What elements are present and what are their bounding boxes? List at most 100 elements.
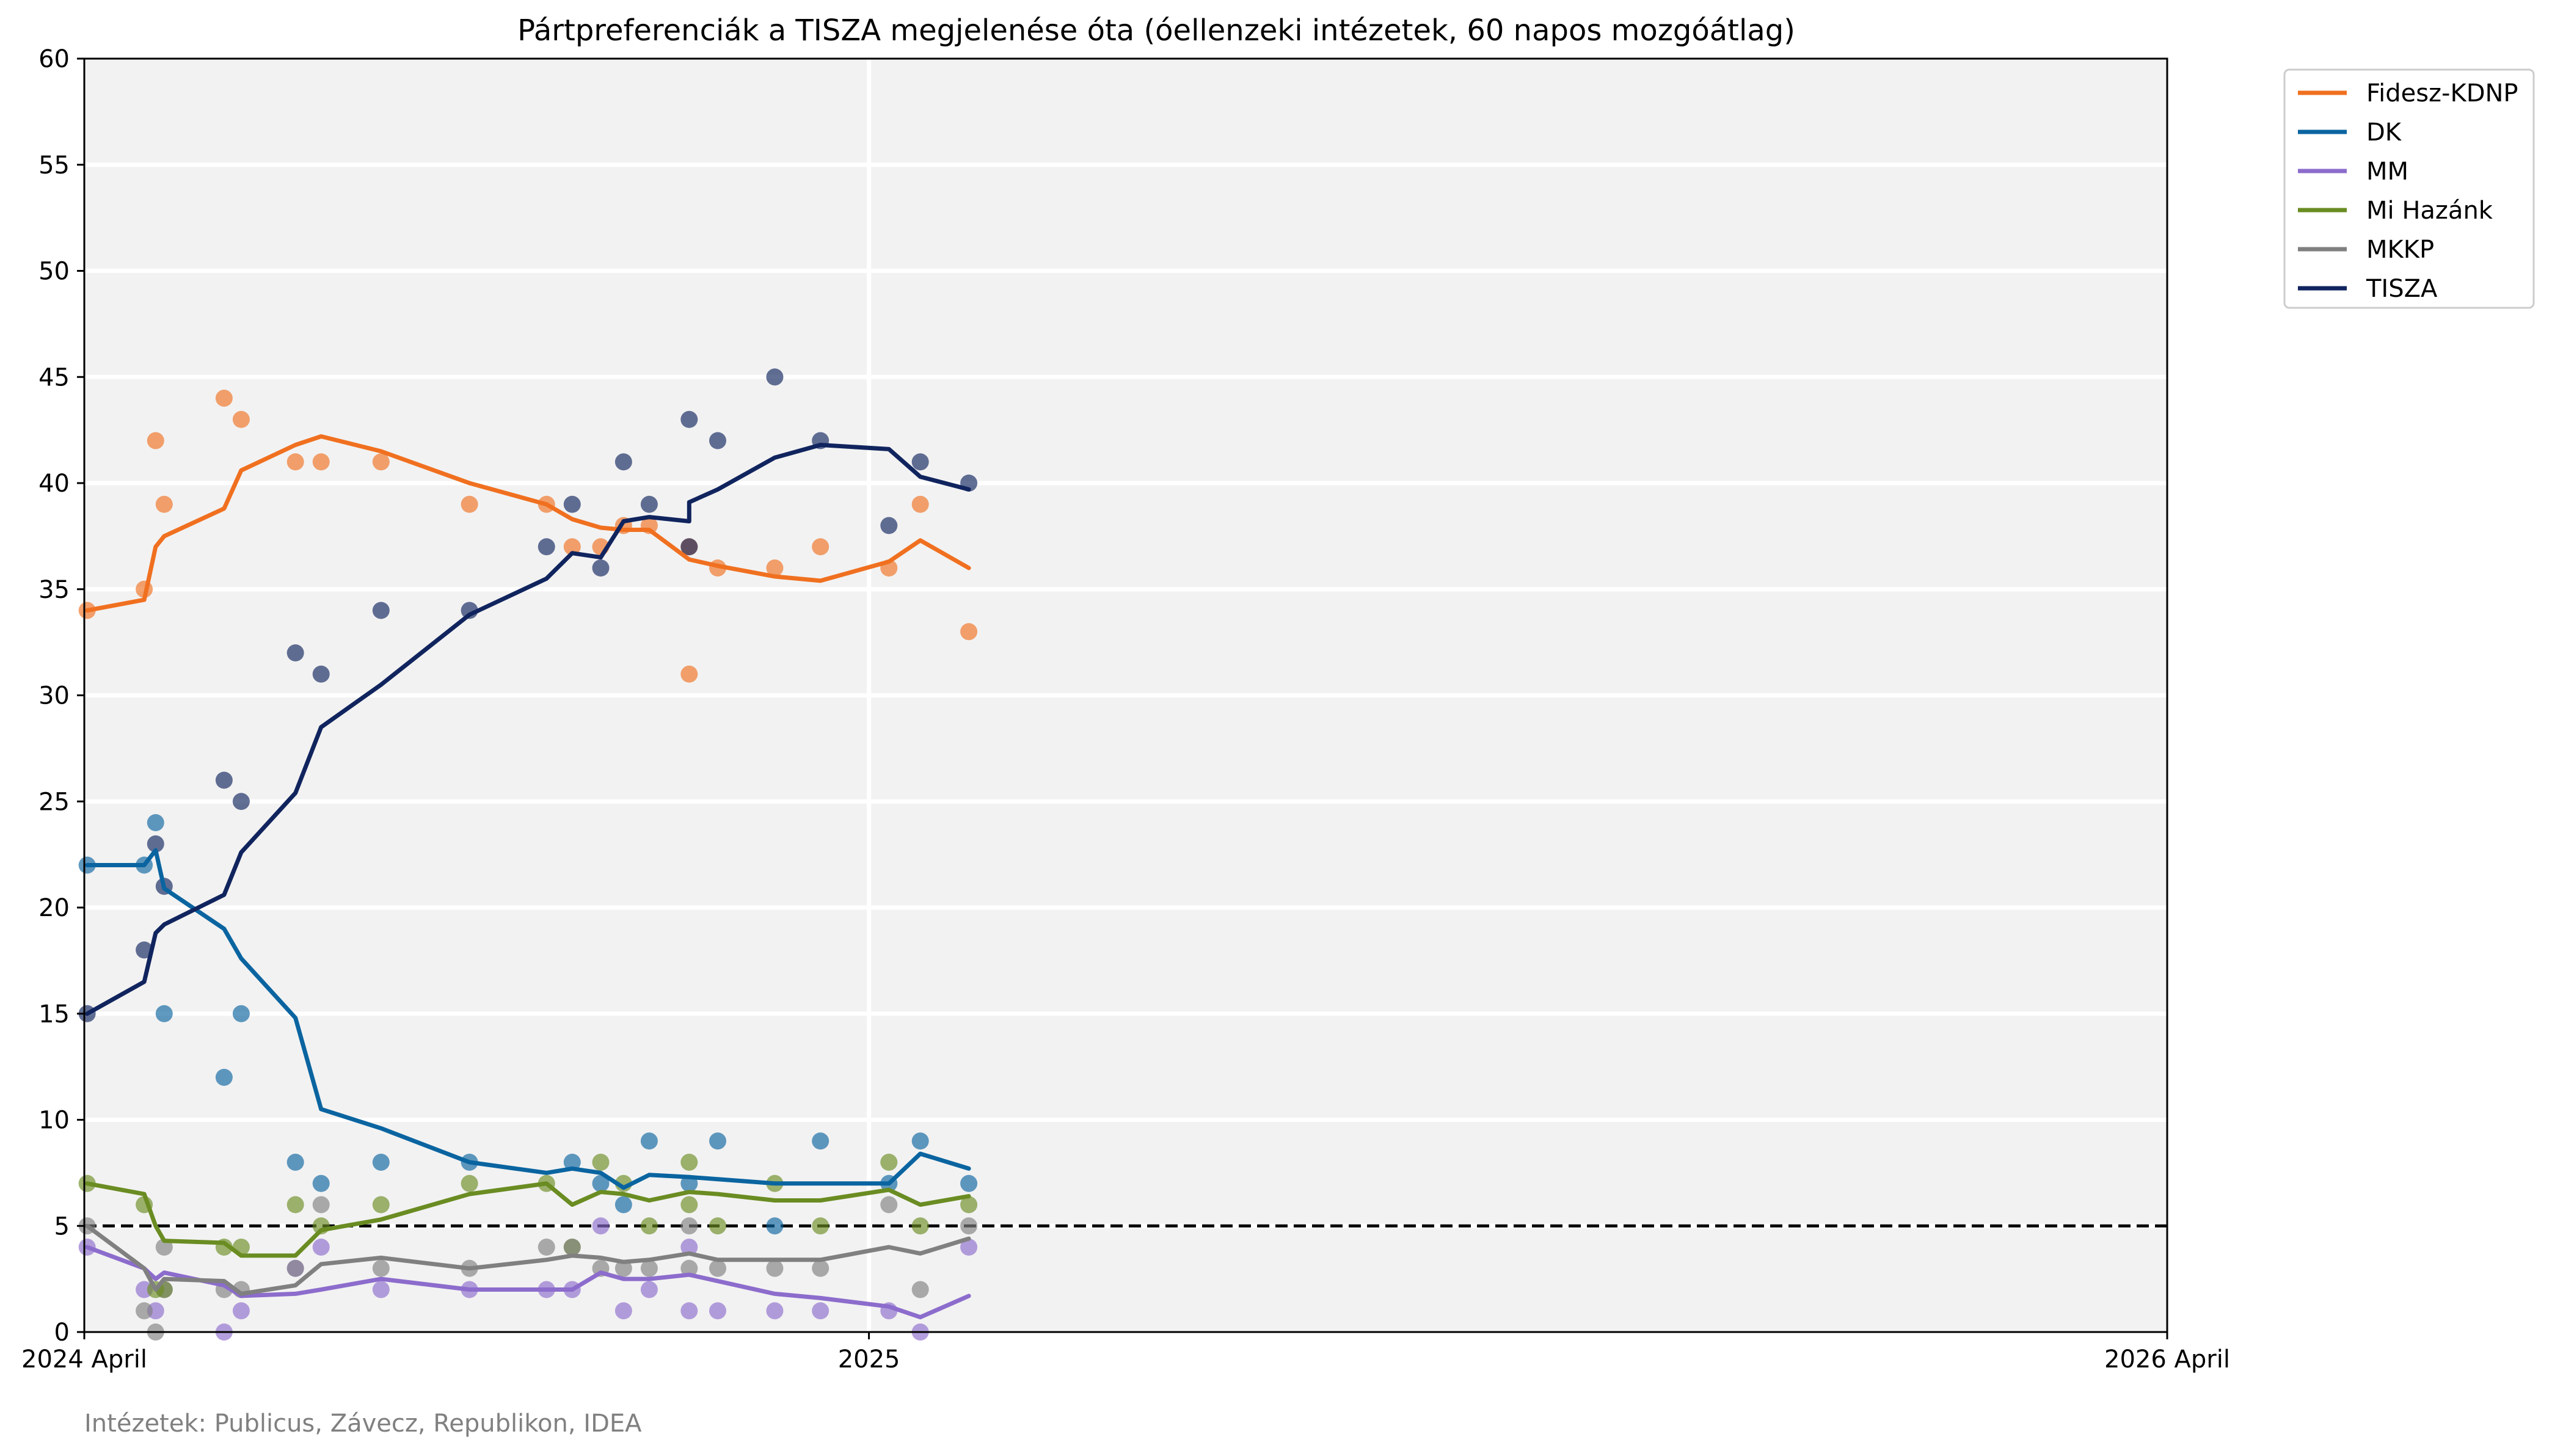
data-point-tisza: [911, 453, 929, 471]
data-point-mm: [312, 1239, 330, 1256]
data-point-mkkp: [812, 1259, 829, 1277]
data-point-dk: [215, 1069, 233, 1086]
data-point-tisza: [312, 665, 330, 683]
data-point-mkkp: [680, 1259, 698, 1277]
data-point-dk: [232, 1005, 250, 1022]
data-point-tisza: [766, 368, 784, 386]
data-point-dk: [766, 1217, 784, 1235]
data-point-dk: [614, 1196, 632, 1214]
data-point-mkkp: [538, 1239, 555, 1256]
data-point-mkkp: [312, 1196, 330, 1214]
data-point-mm: [680, 1302, 698, 1320]
data-point-dk: [147, 814, 164, 831]
series-line-tisza: [85, 443, 971, 1016]
data-point-mm: [372, 1281, 390, 1298]
data-point-tisza: [614, 453, 632, 471]
series-line-mkkp: [85, 1223, 971, 1296]
data-point-mkkp: [911, 1281, 929, 1298]
data-point-mm: [592, 1217, 610, 1235]
data-point-fidesz-kdnp: [461, 495, 478, 513]
data-point-tisza: [592, 559, 610, 577]
data-point-mkkp: [960, 1217, 978, 1235]
data-point-dk: [812, 1132, 829, 1150]
data-point-mi-haz-nk: [680, 1154, 698, 1171]
data-point-mm: [812, 1302, 829, 1320]
data-point-tisza: [215, 771, 233, 789]
x-tick-label: 2025: [838, 1345, 900, 1374]
data-point-tisza: [147, 835, 164, 853]
y-axis: 0 5 10 15 20 25 30 35 40 45 50 55 60: [38, 45, 84, 1347]
data-point-mi-haz-nk: [461, 1174, 478, 1192]
data-point-dk: [960, 1174, 978, 1192]
legend-label-tisza: TISZA: [2366, 275, 2438, 303]
data-point-tisza: [563, 495, 581, 513]
data-point-tisza: [640, 495, 658, 513]
data-point-mi-haz-nk: [592, 1154, 610, 1171]
data-point-mi-haz-nk: [812, 1217, 829, 1235]
data-point-mm: [640, 1281, 658, 1298]
data-point-mkkp: [136, 1302, 153, 1320]
y-tick-label: 45: [38, 363, 70, 391]
data-point-tisza: [372, 602, 390, 619]
y-tick-label: 30: [38, 682, 70, 710]
data-point-fidesz-kdnp: [232, 410, 250, 428]
data-point-mi-haz-nk: [286, 1196, 304, 1214]
data-point-mkkp: [286, 1259, 304, 1277]
data-point-mm: [709, 1302, 727, 1320]
y-tick-label: 5: [54, 1212, 70, 1240]
plot-area: [78, 57, 2168, 1341]
data-point-mm: [614, 1302, 632, 1320]
y-tick-label: 40: [38, 470, 70, 498]
legend-label-mm: MM: [2366, 158, 2408, 186]
data-point-tisza: [286, 644, 304, 661]
moving-average-lines: [85, 434, 971, 1320]
data-point-fidesz-kdnp: [147, 432, 164, 450]
data-point-fidesz-kdnp: [812, 538, 829, 556]
data-points: [78, 368, 978, 1341]
y-tick-label: 20: [38, 894, 70, 922]
data-point-mm: [960, 1239, 978, 1256]
series-line-mi-haz-nk: [85, 1181, 971, 1258]
data-point-fidesz-kdnp: [766, 559, 784, 577]
data-point-dk: [911, 1132, 929, 1150]
data-point-dk: [640, 1132, 658, 1150]
legend-label-mi-haz-nk: Mi Hazánk: [2366, 197, 2493, 225]
x-tick-label: 2024 April: [21, 1345, 147, 1374]
y-tick-label: 15: [38, 1000, 70, 1028]
data-point-mi-haz-nk: [911, 1217, 929, 1235]
data-point-mkkp: [709, 1259, 727, 1277]
data-point-dk: [592, 1174, 610, 1192]
data-point-fidesz-kdnp: [155, 495, 173, 513]
x-tick-label: 2026 April: [2104, 1345, 2230, 1374]
data-point-mkkp: [880, 1196, 898, 1214]
data-point-tisza: [538, 538, 555, 556]
data-point-dk: [155, 1005, 173, 1022]
y-tick-label: 55: [38, 151, 70, 180]
data-point-mkkp: [372, 1259, 390, 1277]
y-tick-label: 25: [38, 788, 70, 816]
data-point-fidesz-kdnp: [372, 453, 390, 471]
series-line-fidesz-kdnp: [85, 434, 971, 613]
data-point-tisza: [232, 793, 250, 810]
data-point-fidesz-kdnp: [563, 538, 581, 556]
data-point-tisza: [680, 538, 698, 556]
y-tick-label: 60: [38, 45, 70, 73]
data-point-dk: [286, 1154, 304, 1171]
footnote: Intézetek: Publicus, Závecz, Republikon,…: [84, 1410, 642, 1438]
x-axis: 2024 April 2025 2026 April: [21, 1332, 2230, 1374]
data-point-tisza: [680, 410, 698, 428]
data-point-fidesz-kdnp: [960, 623, 978, 641]
data-point-mm: [766, 1302, 784, 1320]
data-point-dk: [563, 1154, 581, 1171]
data-point-mi-haz-nk: [709, 1217, 727, 1235]
legend: Fidesz-KDNP DK MM Mi Hazánk MKKP TISZA: [2283, 68, 2535, 309]
data-point-mkkp: [563, 1239, 581, 1256]
data-point-dk: [709, 1132, 727, 1150]
y-tick-label: 50: [38, 258, 70, 286]
data-point-mm: [232, 1302, 250, 1320]
data-point-mm: [680, 1239, 698, 1256]
grid: [84, 59, 2167, 1332]
data-point-fidesz-kdnp: [215, 390, 233, 407]
data-point-mi-haz-nk: [880, 1154, 898, 1171]
